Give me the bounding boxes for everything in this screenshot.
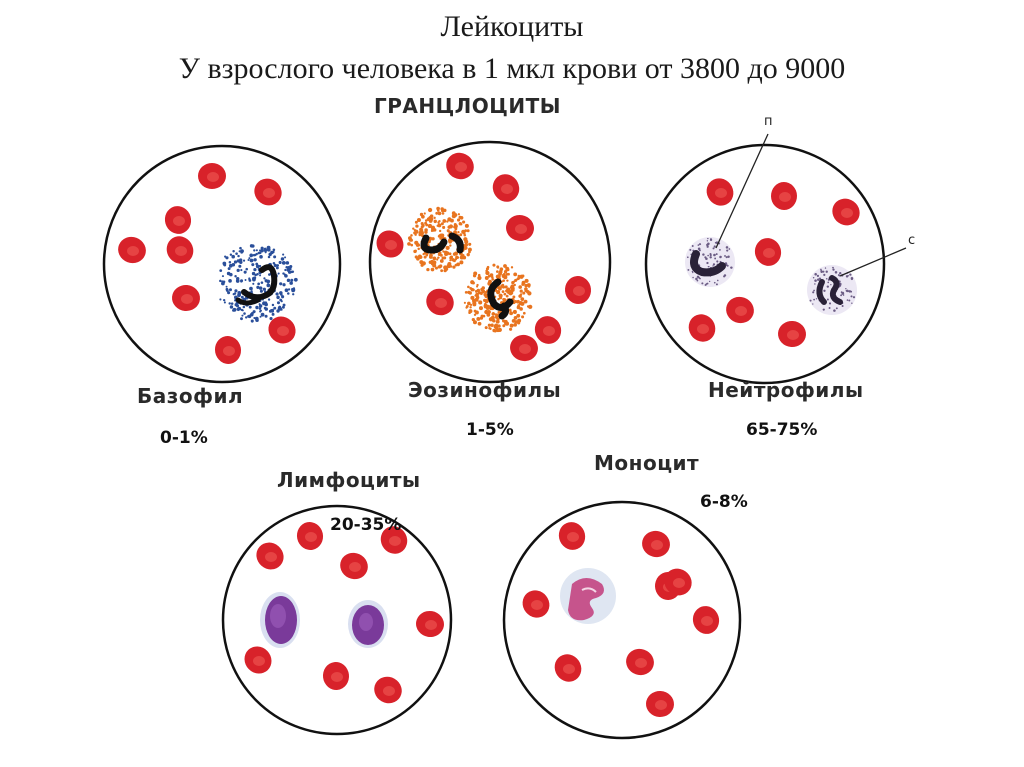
red-blood-cell [664, 568, 692, 596]
eosinophil-label: Эозинофилы [408, 378, 562, 402]
red-blood-cell [268, 316, 296, 344]
basophil-cell [219, 244, 298, 323]
red-blood-cell [380, 526, 408, 554]
red-blood-cell [340, 552, 368, 580]
red-blood-cell [832, 198, 860, 226]
basophil-percent: 0-1% [160, 428, 208, 448]
red-blood-cell [646, 690, 674, 718]
red-blood-cell [534, 316, 562, 344]
basophil-label: Базофил [137, 384, 244, 408]
red-blood-cell [688, 314, 716, 342]
neutrophil-percent: 65-75% [746, 420, 818, 440]
red-blood-cell [214, 336, 242, 364]
eosinophil-cell-1 [407, 206, 472, 273]
red-blood-cell [554, 654, 582, 682]
red-blood-cell [626, 648, 654, 676]
red-blood-cell [296, 522, 324, 550]
neutrophil-marker-c: с [908, 233, 916, 248]
red-blood-cell [510, 334, 538, 362]
eosinophil-percent: 1-5% [466, 420, 514, 440]
red-blood-cell [564, 276, 592, 304]
neutrophil-cell-2 [807, 265, 857, 315]
red-blood-cell [770, 182, 798, 210]
red-blood-cell [118, 236, 146, 264]
lymphocyte-cell-1 [260, 592, 300, 648]
monocyte-cell [560, 568, 616, 624]
red-blood-cell [754, 238, 782, 266]
red-blood-cell [166, 236, 194, 264]
red-blood-cell [374, 676, 402, 704]
red-blood-cell [256, 542, 284, 570]
page-subtitle: У взрослого человека в 1 мкл крови от 38… [178, 52, 846, 85]
monocyte-percent: 6-8% [700, 492, 748, 512]
red-blood-cell [506, 214, 534, 242]
red-blood-cell [778, 320, 806, 348]
red-blood-cell [426, 288, 454, 316]
monocyte-label: Моноцит [594, 451, 700, 475]
lymphocyte-percent: 20-35% [330, 515, 402, 535]
red-blood-cell [164, 206, 192, 234]
red-blood-cell [692, 606, 720, 634]
granulocytes-heading: ГРАНЦЛОЦИТЫ [374, 94, 561, 118]
red-blood-cell [322, 662, 350, 690]
red-blood-cell [558, 522, 586, 550]
eosinophil-cell-2 [463, 263, 533, 333]
red-blood-cell [492, 174, 520, 202]
red-blood-cell [726, 296, 754, 324]
red-blood-cell [376, 230, 404, 258]
neutrophil-label: Нейтрофилы [708, 378, 864, 402]
eosinophil-field [368, 140, 612, 384]
red-blood-cell [416, 610, 444, 638]
red-blood-cell [522, 590, 550, 618]
red-blood-cell [254, 178, 282, 206]
red-blood-cell [198, 163, 226, 189]
red-blood-cell [706, 178, 734, 206]
neutrophil-cell-1 [685, 237, 735, 287]
neutrophil-marker-p: п [764, 114, 773, 129]
red-blood-cell [244, 646, 272, 674]
page-title: Лейкоциты [440, 10, 584, 43]
red-blood-cell [446, 152, 474, 180]
lymphocyte-cell-2 [348, 600, 388, 648]
red-blood-cell [172, 284, 200, 312]
lymphocyte-label: Лимфоциты [277, 468, 421, 492]
red-blood-cells [118, 152, 860, 718]
red-blood-cell [642, 530, 670, 558]
